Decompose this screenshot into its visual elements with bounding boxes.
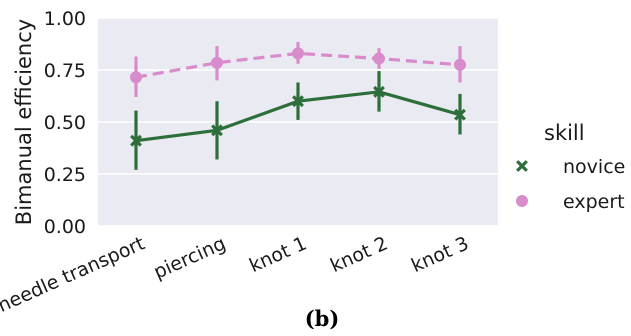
y-tick-label: 0.25	[44, 164, 86, 186]
y-tick-label: 0.00	[44, 216, 86, 238]
legend-item-expert: expert	[516, 191, 625, 213]
marker-stroke	[516, 160, 528, 172]
data-point	[211, 124, 223, 137]
y-tick-label: 0.50	[44, 112, 86, 134]
x-tick-labels: needle transport piercing knot 1 knot 2 knot…	[0, 232, 472, 316]
y-tick-labels: 0.00 0.25 0.50 0.75 1.00	[44, 8, 86, 238]
figure-caption: (b)	[305, 306, 340, 331]
data-point	[373, 85, 385, 98]
data-point	[130, 71, 142, 84]
data-point	[373, 52, 385, 65]
data-point	[292, 47, 304, 60]
x-tick-label: needle transport	[0, 232, 148, 316]
series-expert	[130, 41, 466, 98]
data-point	[292, 95, 304, 108]
x-tick-label: knot 1	[246, 232, 310, 277]
marker-stroke	[454, 108, 466, 121]
legend: skill novice expert	[516, 121, 625, 213]
legend-item-novice: novice	[516, 156, 625, 178]
grid-lines	[98, 17, 498, 227]
legend-label: novice	[563, 156, 625, 178]
data-point	[454, 58, 466, 71]
legend-title: skill	[544, 121, 585, 145]
marker-stroke	[292, 95, 304, 108]
legend-label: expert	[563, 191, 625, 213]
data-point	[211, 56, 223, 69]
marker-stroke	[130, 134, 142, 147]
data-point	[130, 134, 142, 147]
y-tick-label: 1.00	[44, 8, 86, 30]
y-axis-label: Bimanual efficiency	[12, 19, 36, 225]
legend-marker	[516, 160, 528, 172]
x-tick-label: knot 2	[327, 232, 391, 277]
marker-stroke	[211, 124, 223, 137]
x-tick-label: piercing	[150, 232, 229, 283]
series-group	[130, 41, 466, 170]
y-tick-label: 0.75	[44, 60, 86, 82]
x-tick-label: knot 3	[408, 232, 472, 277]
series-novice	[130, 71, 466, 170]
legend-marker	[516, 195, 528, 207]
marker-stroke	[373, 85, 385, 98]
data-point	[454, 108, 466, 121]
